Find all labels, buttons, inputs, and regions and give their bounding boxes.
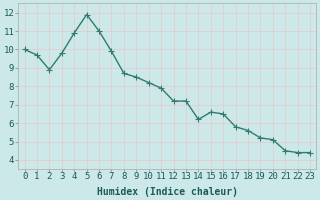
X-axis label: Humidex (Indice chaleur): Humidex (Indice chaleur): [97, 186, 238, 197]
